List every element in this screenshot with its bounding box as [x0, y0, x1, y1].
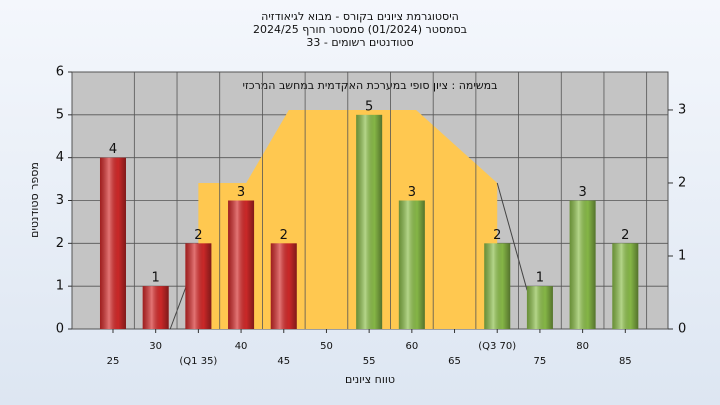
- x-tick-label: 60: [405, 341, 418, 352]
- value-label: 3: [408, 185, 416, 200]
- y2-tick-label: 1: [678, 248, 686, 263]
- x-tick-label: 45: [277, 356, 290, 367]
- title-line: היסטוגרמת ציונים בקורס - מבוא לגיאודזיה: [261, 10, 459, 23]
- bar-shade: [526, 286, 553, 329]
- y-axis-title: מספר סטודנטים: [28, 162, 41, 238]
- bar-shade: [99, 157, 126, 329]
- x-tick-label: (Q3 70): [478, 341, 516, 352]
- x-tick-label: 85: [619, 356, 632, 367]
- bar-shade: [270, 243, 297, 329]
- bar-shade: [356, 114, 383, 329]
- y2-tick-label: 0: [678, 322, 686, 337]
- whisker: [496, 182, 528, 291]
- x-tick-label: 55: [363, 356, 376, 367]
- y2-tick-label: 2: [678, 175, 686, 190]
- value-label: 2: [621, 228, 629, 243]
- value-label: 3: [237, 185, 245, 200]
- x-tick-label: 80: [576, 341, 589, 352]
- bar-shade: [484, 243, 511, 329]
- bar-shade: [398, 200, 425, 329]
- value-label: 5: [365, 99, 373, 114]
- value-label: 2: [280, 228, 288, 243]
- x-tick-label: 40: [235, 341, 248, 352]
- y-tick-label: 0: [56, 322, 64, 337]
- x-tick-label: 25: [107, 356, 120, 367]
- value-label: 1: [536, 271, 544, 286]
- x-tick-label: 65: [448, 356, 461, 367]
- value-label: 1: [152, 271, 160, 286]
- x-axis-title: טווח ציונים: [345, 373, 395, 386]
- y-tick-label: 4: [56, 150, 64, 165]
- title-line: סטודנטים רשומים - 33: [306, 36, 413, 49]
- bar-shade: [185, 243, 212, 329]
- y-tick-label: 3: [56, 193, 64, 208]
- y-tick-label: 2: [56, 236, 64, 251]
- x-tick-label: 75: [534, 356, 547, 367]
- x-tick-label: (Q1 35): [179, 356, 217, 367]
- bar-shade: [228, 200, 255, 329]
- value-label: 4: [109, 142, 117, 157]
- y-tick-label: 6: [56, 65, 64, 80]
- bar-shade: [569, 200, 596, 329]
- y-tick-label: 1: [56, 279, 64, 294]
- x-tick-label: 50: [320, 341, 333, 352]
- annotation: במשימה : ציון סופי במערכת האקדמית במחשב …: [243, 79, 498, 92]
- title-line: בסמסטר (01/2024) סמסטר חורף 2024/25: [253, 23, 467, 36]
- y2-tick-label: 3: [678, 102, 686, 117]
- x-tick-label: 30: [149, 341, 162, 352]
- bar-shade: [142, 286, 169, 329]
- value-label: 3: [578, 185, 586, 200]
- y-tick-label: 5: [56, 107, 64, 122]
- value-label: 2: [194, 228, 202, 243]
- value-label: 2: [493, 228, 501, 243]
- bar-shade: [612, 243, 639, 329]
